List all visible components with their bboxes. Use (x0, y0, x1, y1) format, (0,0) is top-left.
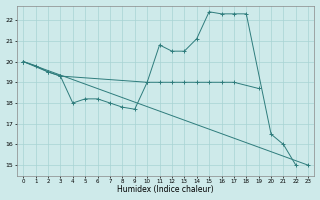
X-axis label: Humidex (Indice chaleur): Humidex (Indice chaleur) (117, 185, 214, 194)
